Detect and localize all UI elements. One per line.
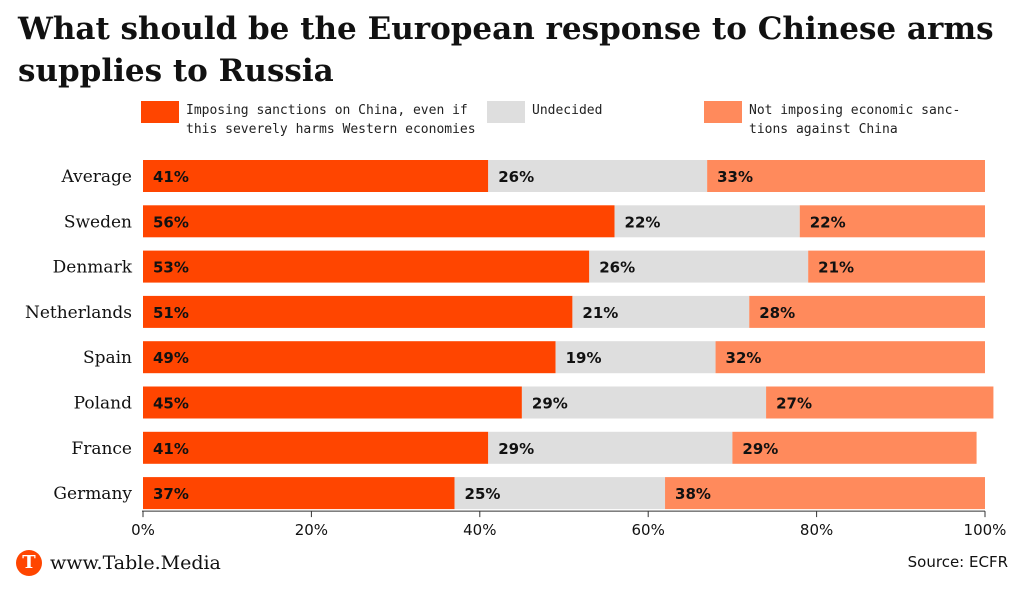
bar-average-undecided <box>488 160 708 192</box>
bar-value-france-no-sanctions: 29% <box>742 440 778 458</box>
stacked-bar-chart: Average 41% 26% 33% Sweden 56% 22% 22% Denmark 53… <box>25 160 1007 539</box>
bar-denmark-sanctions <box>143 250 590 283</box>
x-tick-label-0: 0% <box>131 521 155 539</box>
bar-value-poland-undecided: 29% <box>532 395 568 413</box>
bar-netherlands-no-sanctions <box>749 295 985 328</box>
legend-swatch-no-sanctions <box>704 101 742 123</box>
source-note: Source: ECFR <box>907 553 1008 571</box>
bar-value-france-sanctions: 41% <box>153 440 189 458</box>
bar-value-netherlands-sanctions: 51% <box>153 304 189 322</box>
bar-france-sanctions <box>143 431 489 464</box>
bar-sweden-no-sanctions <box>799 205 985 238</box>
bar-value-average-undecided: 26% <box>498 168 534 186</box>
bar-spain-sanctions <box>143 341 556 374</box>
legend-label-no-sanctions: Not imposing economic sanc- tions agains… <box>749 103 961 137</box>
bar-value-sweden-undecided: 22% <box>625 213 661 231</box>
bar-value-poland-no-sanctions: 27% <box>776 395 812 413</box>
bar-value-sweden-no-sanctions: 22% <box>810 213 846 231</box>
bar-germany-sanctions <box>143 477 455 510</box>
bar-value-netherlands-undecided: 21% <box>582 304 618 322</box>
bar-value-germany-no-sanctions: 38% <box>675 485 711 503</box>
bar-germany-no-sanctions <box>665 477 985 510</box>
category-label-netherlands: Netherlands <box>25 303 132 323</box>
bar-value-germany-sanctions: 37% <box>153 485 189 503</box>
bar-value-france-undecided: 29% <box>498 440 534 458</box>
bar-value-denmark-no-sanctions: 21% <box>818 259 854 277</box>
bar-sweden-sanctions <box>143 205 615 238</box>
bar-sweden-undecided <box>614 205 800 238</box>
legend-item-no-sanctions: Not imposing economic sanc- tions agains… <box>704 101 960 139</box>
bar-value-average-no-sanctions: 33% <box>717 168 753 186</box>
chart-title: What should be the European response to … <box>18 11 994 89</box>
category-label-poland: Poland <box>74 394 133 414</box>
category-label-spain: Spain <box>83 348 132 368</box>
bar-netherlands-sanctions <box>143 295 573 328</box>
bar-average-sanctions <box>143 160 489 192</box>
bar-poland-undecided <box>521 386 767 419</box>
bar-germany-undecided <box>454 477 666 510</box>
bar-value-average-sanctions: 41% <box>153 168 189 186</box>
x-tick-label-4: 80% <box>800 521 833 539</box>
footer-brand: T www.Table.Media <box>16 550 221 576</box>
category-label-denmark: Denmark <box>53 258 133 278</box>
x-tick-label-2: 40% <box>463 521 496 539</box>
bar-netherlands-undecided <box>572 295 750 328</box>
bar-value-poland-sanctions: 45% <box>153 395 189 413</box>
legend-label-sanctions: Imposing sanctions on China, even if thi… <box>186 103 476 137</box>
legend-swatch-undecided <box>487 101 525 123</box>
legend-item-undecided: Undecided <box>487 101 602 123</box>
category-label-average: Average <box>61 167 132 187</box>
bar-value-sweden-sanctions: 56% <box>153 213 189 231</box>
legend-label-undecided: Undecided <box>532 103 603 118</box>
bar-value-netherlands-no-sanctions: 28% <box>759 304 795 322</box>
brand-url: www.Table.Media <box>50 552 221 574</box>
bar-denmark-no-sanctions <box>808 250 985 283</box>
bar-value-germany-undecided: 25% <box>465 485 501 503</box>
bar-value-spain-undecided: 19% <box>566 349 602 367</box>
bar-france-no-sanctions <box>732 431 977 464</box>
x-tick-label-3: 60% <box>632 521 665 539</box>
legend-swatch-sanctions <box>141 101 179 123</box>
bar-poland-sanctions <box>143 386 522 419</box>
bar-poland-no-sanctions <box>766 386 994 419</box>
bar-spain-undecided <box>555 341 716 374</box>
bar-value-spain-no-sanctions: 32% <box>726 349 762 367</box>
x-tick-label-5: 100% <box>964 521 1007 539</box>
bar-value-spain-sanctions: 49% <box>153 349 189 367</box>
x-tick-label-1: 20% <box>295 521 328 539</box>
bar-denmark-undecided <box>589 250 809 283</box>
category-label-germany: Germany <box>53 484 132 504</box>
bar-value-denmark-undecided: 26% <box>599 259 635 277</box>
legend-item-sanctions: Imposing sanctions on China, even if thi… <box>141 101 476 139</box>
category-label-sweden: Sweden <box>64 212 132 232</box>
bar-spain-no-sanctions <box>715 341 985 374</box>
bar-value-denmark-sanctions: 53% <box>153 259 189 277</box>
bar-average-no-sanctions <box>707 160 985 192</box>
category-label-france: France <box>71 439 132 459</box>
bar-france-undecided <box>488 431 733 464</box>
table-media-logo-icon: T <box>16 550 42 576</box>
